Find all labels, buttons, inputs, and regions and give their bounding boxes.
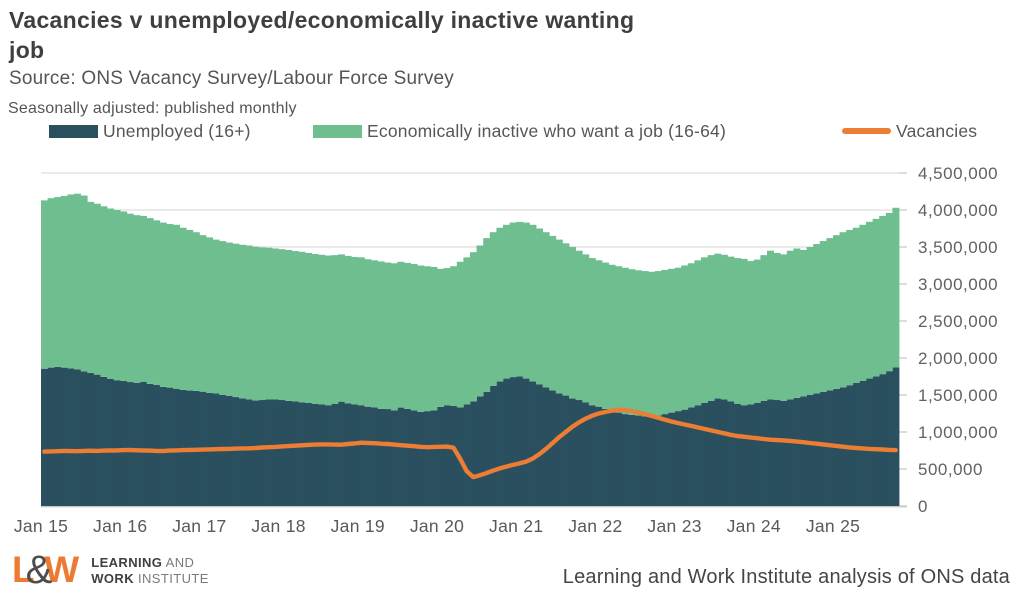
chart-subtitle: Seasonally adjusted: published monthly <box>8 100 297 117</box>
svg-text:Jan 25: Jan 25 <box>806 516 860 536</box>
legend-item-vacancies: Vacancies <box>842 120 977 142</box>
legend-swatch-unemployed <box>49 124 98 138</box>
lw-logo-text: LEARNING AND WORK INSTITUTE <box>91 555 209 586</box>
bars-unemployed <box>41 366 900 506</box>
svg-text:Jan 20: Jan 20 <box>410 516 464 536</box>
page-title-line2: job <box>9 37 45 63</box>
svg-text:Jan 22: Jan 22 <box>568 516 622 536</box>
x-axis-labels: Jan 15 Jan 16 Jan 17 Jan 18 Jan 19 Jan 20 Jan … <box>14 516 860 536</box>
chart-legend: Unemployed (16+) Economically inactive w… <box>0 120 1024 142</box>
svg-text:Jan 15: Jan 15 <box>14 516 68 536</box>
lw-logo: L & W LEARNING AND WORK INSTITUTE <box>12 548 209 592</box>
svg-text:2,500,000: 2,500,000 <box>918 312 998 331</box>
lw-logo-ampersand: & <box>25 548 53 592</box>
svg-text:3,500,000: 3,500,000 <box>918 238 998 257</box>
chart-source: Source: ONS Vacancy Survey/Labour Force … <box>9 68 454 89</box>
svg-text:Jan 23: Jan 23 <box>647 516 701 536</box>
chart-area: 0 500,000 1,000,000 1,500,000 2,000,000 2,500… <box>0 155 1024 550</box>
legend-swatch-vacancies <box>842 128 891 134</box>
svg-text:3,000,000: 3,000,000 <box>918 275 998 294</box>
svg-text:Jan 21: Jan 21 <box>489 516 543 536</box>
svg-text:Jan 19: Jan 19 <box>331 516 385 536</box>
chart-svg: 0 500,000 1,000,000 1,500,000 2,000,000 2,500… <box>14 164 998 536</box>
svg-text:Jan 18: Jan 18 <box>251 516 305 536</box>
svg-text:0: 0 <box>918 497 928 516</box>
lw-logo-letter-w: W <box>44 549 79 590</box>
svg-text:Jan 16: Jan 16 <box>93 516 147 536</box>
svg-text:Jan 17: Jan 17 <box>172 516 226 536</box>
svg-text:1,500,000: 1,500,000 <box>918 386 998 405</box>
svg-text:4,500,000: 4,500,000 <box>918 164 998 183</box>
bars-inactive-want-job <box>41 193 900 418</box>
page-title: Vacancies v unemployed/economically inac… <box>9 5 634 65</box>
svg-text:4,000,000: 4,000,000 <box>918 201 998 220</box>
svg-text:Jan 24: Jan 24 <box>727 516 781 536</box>
legend-swatch-inactive <box>313 124 362 138</box>
y-axis-ticks <box>899 172 907 507</box>
vacancies-line <box>42 407 898 480</box>
svg-text:1,000,000: 1,000,000 <box>918 423 998 442</box>
svg-text:2,000,000: 2,000,000 <box>918 349 998 368</box>
legend-item-unemployed: Unemployed (16+) <box>49 120 251 142</box>
legend-label-inactive: Economically inactive who want a job (16… <box>367 120 726 141</box>
lw-logo-letter-l: L <box>12 549 35 590</box>
svg-text:500,000: 500,000 <box>918 460 983 479</box>
legend-label-unemployed: Unemployed (16+) <box>103 120 251 141</box>
lw-logo-mark: L & W <box>12 548 79 592</box>
footer-credit: Learning and Work Institute analysis of … <box>562 566 1010 588</box>
page-title-line1: Vacancies v unemployed/economically inac… <box>9 7 635 33</box>
legend-item-inactive: Economically inactive who want a job (16… <box>313 120 726 142</box>
y-axis-labels: 0 500,000 1,000,000 1,500,000 2,000,000 2,500… <box>918 164 998 516</box>
legend-label-vacancies: Vacancies <box>896 120 978 141</box>
